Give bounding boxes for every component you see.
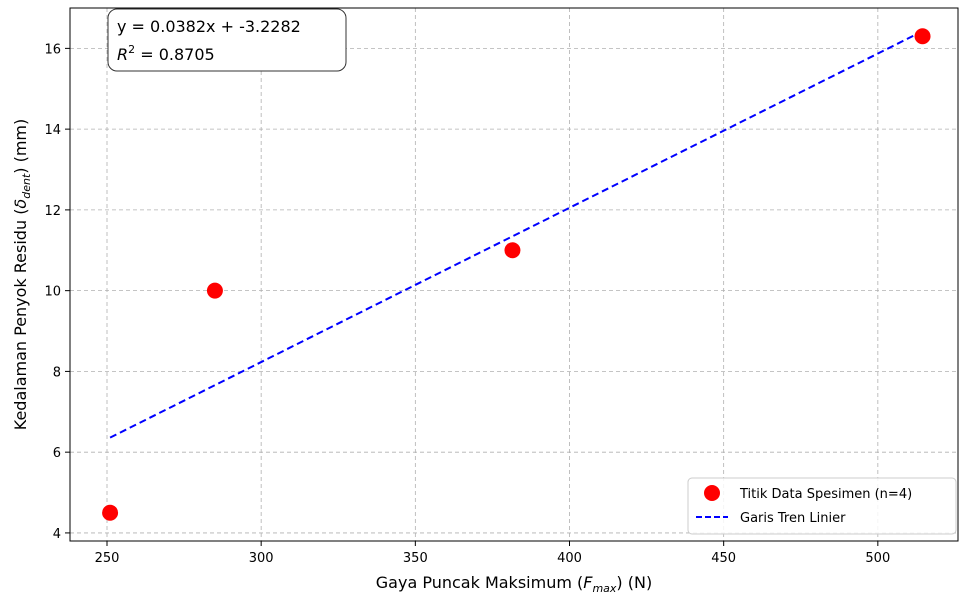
x-label-prefix: Gaya Puncak Maksimum ( (376, 573, 583, 592)
y-tick-label: 16 (44, 42, 61, 57)
legend-box (687, 477, 957, 535)
x-label-sub: max (592, 582, 616, 595)
y-label-suffix: ) (mm) (11, 119, 30, 174)
x-tick-label: 300 (249, 551, 274, 566)
r2-value: = 0.8705 (135, 45, 215, 64)
data-point (914, 28, 931, 45)
y-tick-label: 8 (53, 365, 61, 380)
trend-line-layer (109, 30, 923, 439)
y-tick-label: 6 (53, 446, 61, 461)
y-tick-label: 12 (44, 204, 61, 219)
y-tick-label: 10 (44, 285, 61, 300)
equation-annotation: y = 0.0382x + -3.2282 R2 = 0.8705 (107, 8, 347, 72)
plot-frame (69, 7, 959, 542)
x-tick-label: 450 (711, 551, 736, 566)
legend-label-scatter: Titik Data Spesimen (n=4) (739, 487, 912, 502)
x-tick-label: 250 (95, 551, 120, 566)
legend-label-trend: Garis Tren Linier (740, 511, 846, 526)
y-axis-ticks: 4 6 8 10 12 14 16 (44, 42, 70, 542)
y-label-var: δ (11, 199, 30, 209)
equation-box (107, 8, 347, 72)
trend-line (109, 30, 923, 439)
x-label-suffix: ) (N) (616, 573, 652, 592)
x-tick-label: 400 (557, 551, 582, 566)
y-tick-label: 4 (53, 527, 61, 542)
grid (70, 8, 958, 541)
x-tick-label: 350 (403, 551, 428, 566)
y-axis-label: Kedalaman Penyok Residu (δdent) (mm) (11, 119, 33, 431)
x-axis-label: Gaya Puncak Maksimum (Fmax) (N) (376, 573, 652, 595)
data-point (206, 282, 223, 299)
y-label-prefix: Kedalaman Penyok Residu ( (11, 209, 30, 431)
y-tick-label: 14 (44, 123, 61, 138)
r2-label: R (117, 45, 128, 64)
data-point (102, 504, 119, 521)
r2-superscript: 2 (128, 43, 135, 56)
data-point (504, 242, 521, 259)
y-label-sub: dent (20, 173, 33, 199)
x-axis-ticks: 250 300 350 400 450 500 (95, 541, 890, 566)
data-points-layer (102, 28, 931, 521)
legend: Titik Data Spesimen (n=4) Garis Tren Lin… (687, 477, 957, 535)
legend-marker-scatter (704, 485, 720, 501)
x-label-var: F (583, 573, 593, 592)
equation-text: y = 0.0382x + -3.2282 (117, 17, 301, 36)
x-tick-label: 500 (865, 551, 890, 566)
r-squared-text: R2 = 0.8705 (117, 43, 215, 64)
